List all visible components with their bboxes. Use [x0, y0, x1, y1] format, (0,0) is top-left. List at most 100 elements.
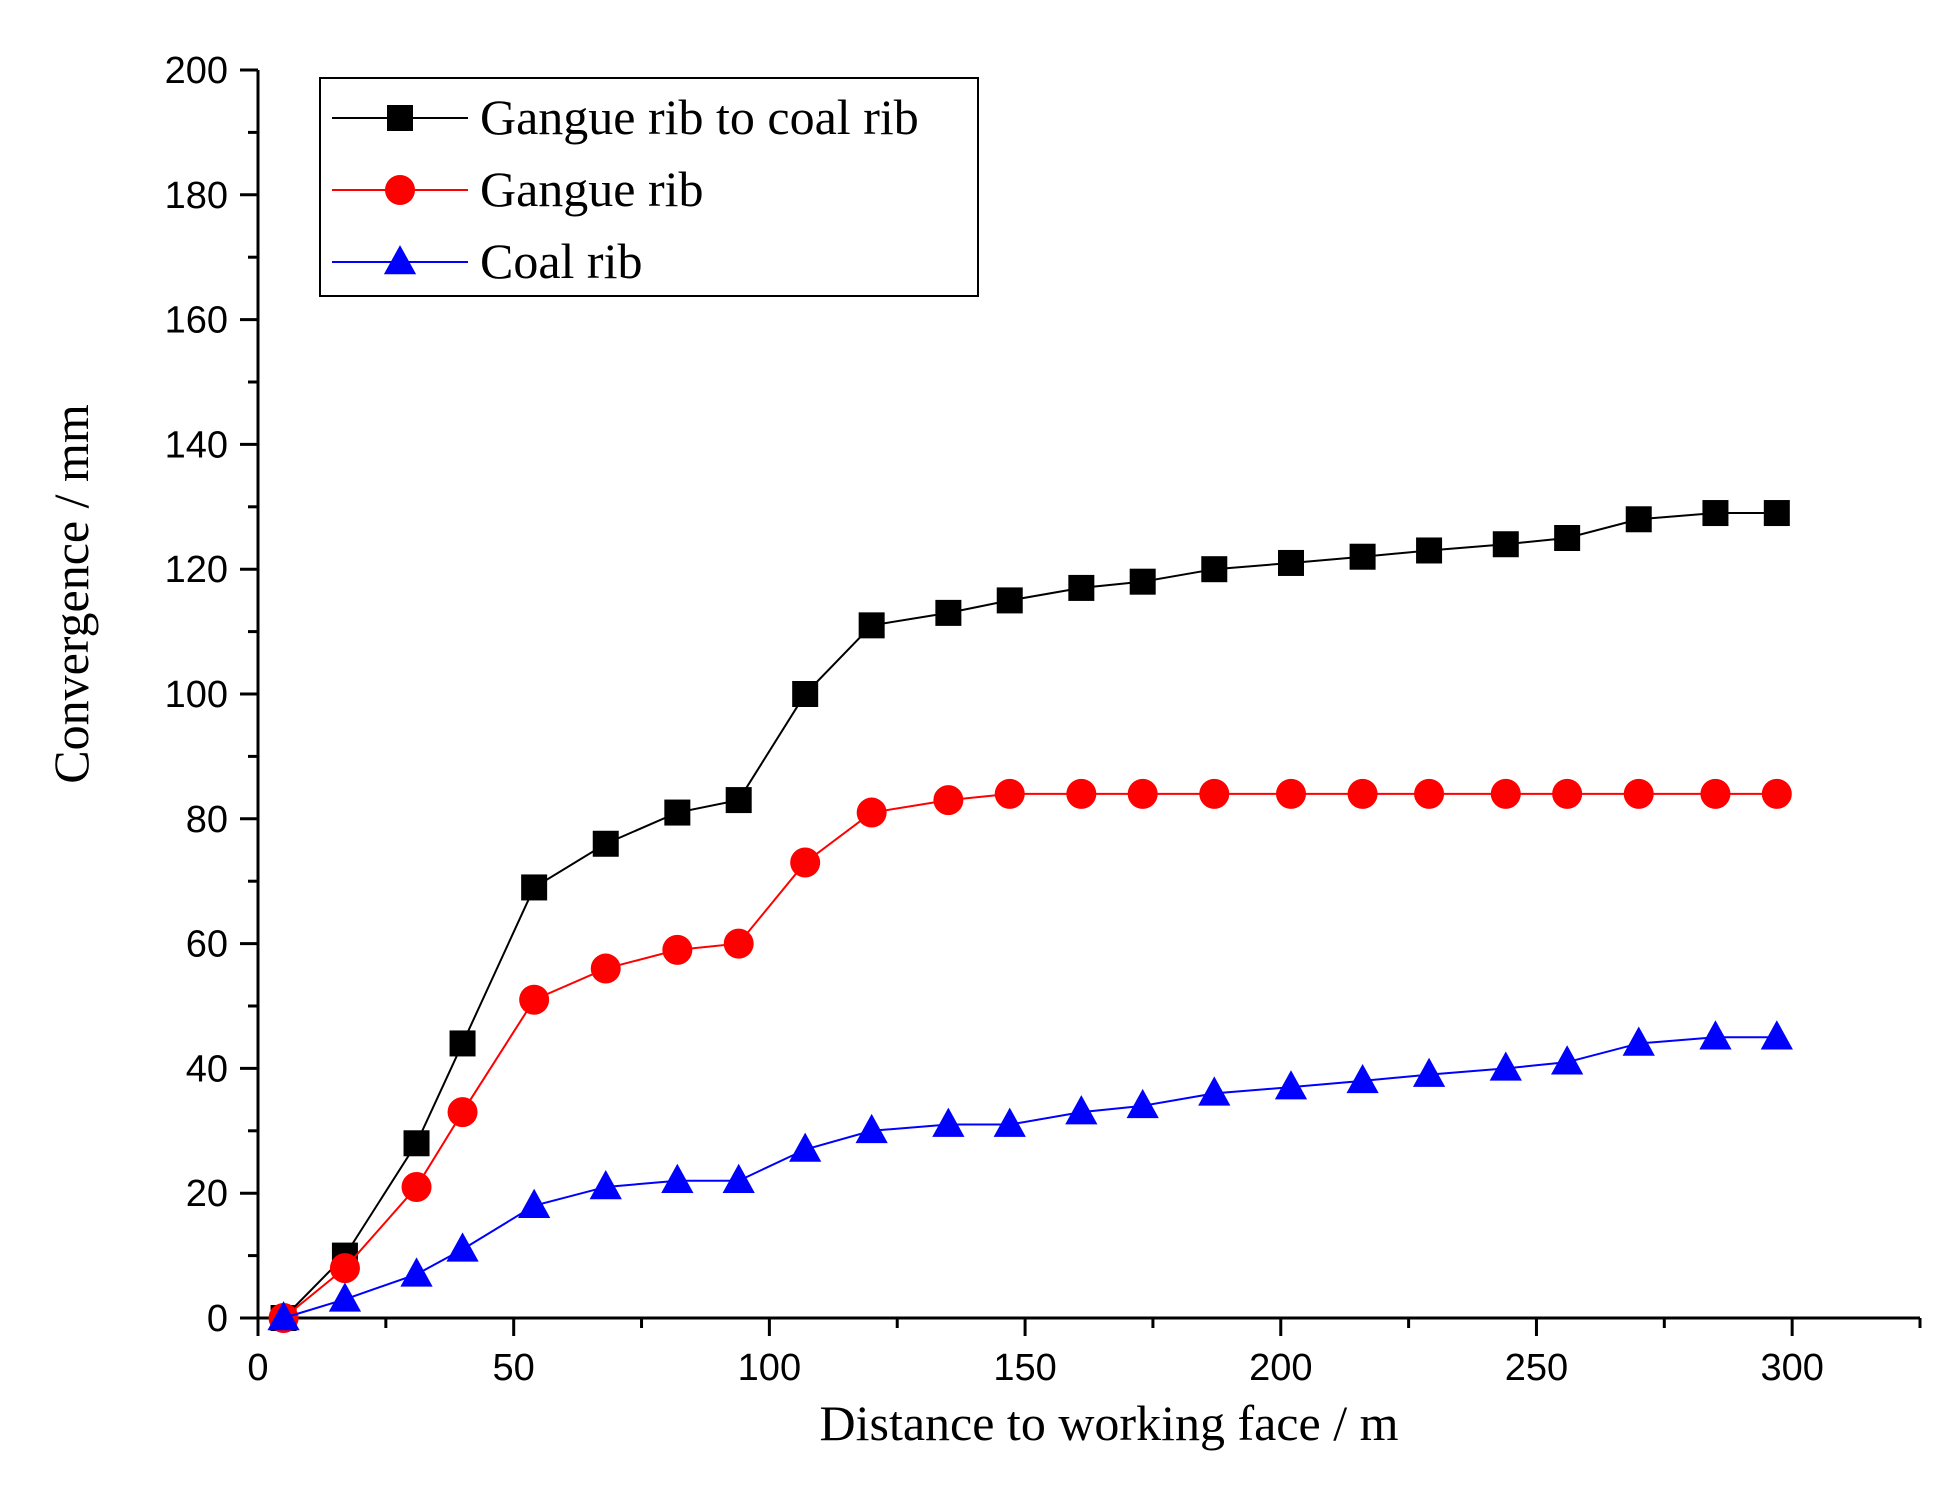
legend-box	[319, 77, 979, 297]
data-point	[1275, 778, 1306, 809]
data-point	[1198, 1076, 1231, 1106]
series-line	[283, 1036, 1777, 1319]
y-tick-label: 0	[207, 1298, 228, 1340]
data-point	[589, 1170, 622, 1200]
data-point	[1347, 778, 1378, 809]
data-point	[267, 1301, 300, 1331]
y-tick-label: 200	[165, 50, 228, 92]
legend-marker	[387, 105, 413, 131]
x-tick-label: 250	[1505, 1347, 1568, 1389]
data-point	[592, 830, 619, 857]
y-tick-label: 80	[186, 799, 228, 841]
data-point	[935, 599, 962, 626]
data-point	[789, 1132, 822, 1162]
data-point	[1554, 525, 1581, 551]
x-tick-label: 200	[1249, 1347, 1312, 1389]
data-point	[521, 874, 548, 901]
data-point	[1277, 549, 1304, 576]
data-point	[664, 799, 691, 826]
legend: Gangue rib to coal rib Gangue rib Coal rib	[319, 77, 979, 297]
data-point	[993, 1107, 1026, 1137]
legend-marker	[385, 175, 415, 205]
data-point	[1490, 778, 1521, 809]
legend-item: Gangue rib	[332, 161, 704, 217]
data-point	[1068, 574, 1095, 601]
series-1	[270, 500, 1790, 1331]
data-point	[1700, 778, 1731, 809]
data-point	[661, 1163, 694, 1194]
x-tick-label: 50	[493, 1347, 535, 1389]
data-point	[1699, 1020, 1732, 1050]
legend-label: Gangue rib	[480, 161, 704, 217]
data-point	[996, 587, 1023, 614]
data-point	[1551, 1045, 1584, 1075]
data-point	[329, 1253, 360, 1284]
data-point	[1129, 568, 1156, 595]
x-tick-label: 150	[993, 1347, 1056, 1389]
data-point	[856, 797, 887, 828]
data-point	[328, 1282, 362, 1312]
data-point	[723, 928, 754, 959]
data-point	[1066, 778, 1097, 809]
x-axis-title: Distance to working face / m	[820, 1395, 1399, 1451]
data-point	[1349, 543, 1376, 570]
data-point	[1127, 778, 1158, 809]
plot-area	[267, 500, 1793, 1333]
data-point	[403, 1130, 430, 1157]
data-point	[1763, 500, 1790, 527]
data-point	[933, 785, 964, 816]
y-tick-label: 60	[186, 924, 228, 966]
data-point	[449, 1030, 476, 1057]
legend-marker	[383, 245, 417, 275]
legend-label: Coal rib	[480, 233, 642, 289]
data-point	[1489, 1051, 1522, 1081]
legend-item: Gangue rib to coal rib	[332, 89, 919, 145]
data-point	[725, 787, 752, 814]
y-tick-label: 20	[186, 1173, 228, 1215]
series-line	[282, 512, 1777, 1319]
y-axis-title: Convergence / mm	[43, 404, 99, 784]
data-point	[1760, 1020, 1793, 1050]
data-point	[400, 1257, 433, 1287]
data-point	[447, 1097, 478, 1128]
x-tick-label: 100	[738, 1347, 801, 1389]
data-point	[1622, 1026, 1655, 1056]
data-point	[792, 681, 819, 707]
data-point	[1623, 778, 1654, 809]
y-tick-label: 140	[165, 424, 228, 466]
y-tick-label: 160	[165, 300, 228, 342]
y-tick-label: 120	[165, 549, 228, 591]
series-2	[268, 778, 1792, 1333]
data-point	[662, 934, 693, 965]
data-point	[446, 1232, 479, 1262]
data-point	[1702, 500, 1729, 527]
data-point	[1414, 778, 1445, 809]
data-point	[994, 778, 1025, 809]
data-point	[1625, 506, 1652, 533]
data-point	[1492, 531, 1519, 558]
legend-label: Gangue rib to coal rib	[480, 89, 919, 145]
x-tick-label: 0	[247, 1347, 268, 1389]
series-3	[267, 1020, 1793, 1331]
data-point	[1412, 1057, 1446, 1087]
data-point	[932, 1107, 965, 1137]
data-point	[519, 984, 550, 1015]
y-tick-label: 100	[165, 674, 228, 716]
data-point	[1552, 778, 1583, 809]
data-point	[590, 953, 621, 984]
data-point	[1346, 1063, 1379, 1094]
data-point	[1199, 778, 1230, 809]
axes: 0 50 100 150 200 250 300 0 20 40 60 80 100 120 140 160 1…	[165, 50, 1922, 1389]
data-point	[1065, 1095, 1098, 1125]
data-point	[855, 1113, 888, 1144]
y-tick-label: 180	[165, 175, 228, 217]
data-point	[1761, 778, 1792, 809]
data-point	[401, 1171, 432, 1202]
data-point	[858, 612, 885, 639]
series-line	[282, 792, 1777, 1319]
data-point	[790, 847, 821, 878]
data-point	[1201, 556, 1228, 583]
data-point	[1416, 537, 1443, 564]
legend-item: Coal rib	[332, 233, 642, 289]
